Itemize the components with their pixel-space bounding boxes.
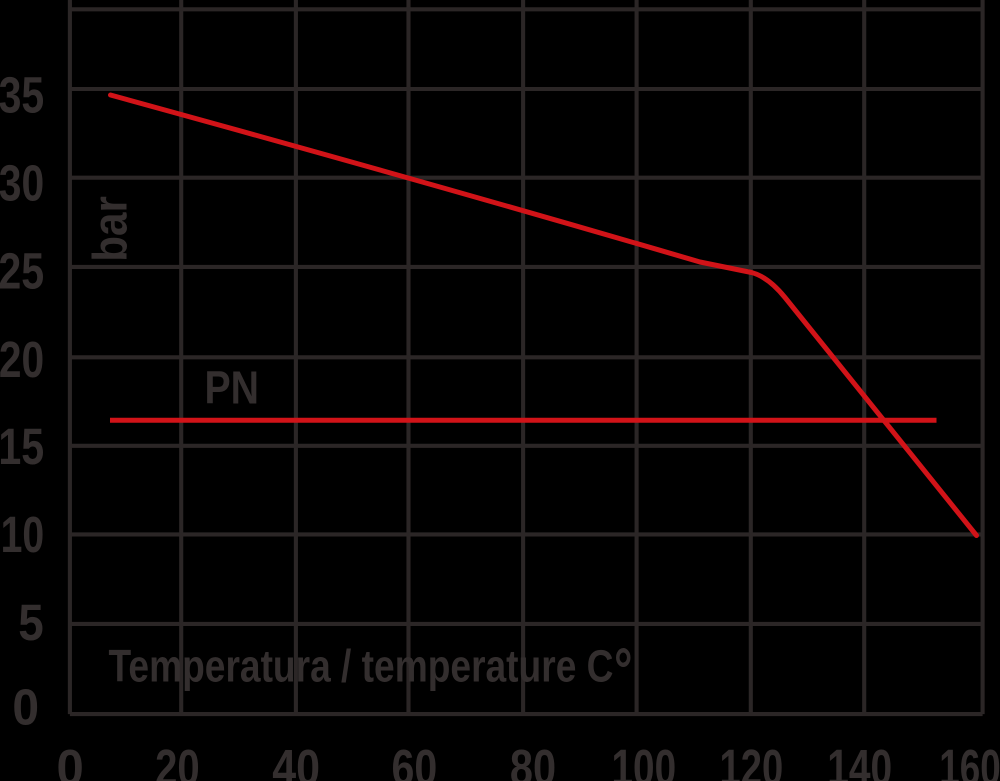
svg-text:100: 100 — [612, 739, 677, 781]
svg-text:PN: PN — [205, 362, 260, 414]
svg-text:°: ° — [614, 636, 633, 704]
svg-text:Temperatura / temperature C: Temperatura / temperature C — [109, 641, 614, 692]
svg-text:bar: bar — [84, 196, 137, 262]
svg-text:15: 15 — [0, 418, 44, 475]
svg-text:140: 140 — [827, 739, 892, 781]
svg-text:160: 160 — [939, 739, 1000, 781]
svg-text:20: 20 — [155, 739, 200, 781]
svg-text:35: 35 — [0, 67, 44, 124]
svg-text:0: 0 — [12, 679, 39, 736]
svg-text:120: 120 — [720, 739, 784, 781]
svg-text:25: 25 — [0, 243, 44, 300]
svg-text:5: 5 — [18, 594, 44, 651]
svg-text:60: 60 — [392, 739, 438, 781]
svg-text:0: 0 — [56, 739, 83, 781]
svg-text:10: 10 — [1, 506, 45, 563]
svg-text:20: 20 — [0, 331, 44, 388]
svg-text:80: 80 — [510, 739, 556, 781]
svg-text:30: 30 — [0, 154, 44, 211]
svg-text:40: 40 — [272, 739, 320, 781]
